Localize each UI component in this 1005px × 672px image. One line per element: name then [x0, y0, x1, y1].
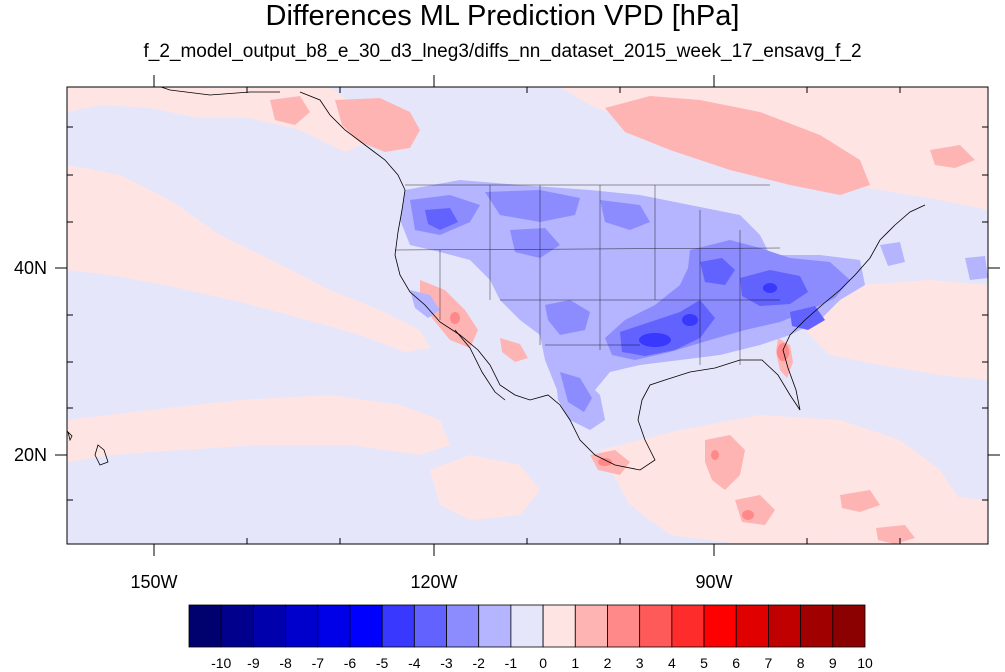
map-subtitle: f_2_model_output_b8_e_30_d3_lneg3/diffs_… — [143, 41, 862, 62]
colorbar-tick-label: -8 — [279, 655, 292, 671]
colorbar-swatch — [478, 604, 512, 648]
lon-label-120w: 120W — [410, 572, 458, 592]
state-borders — [394, 184, 781, 365]
colorbar-tick-label: 9 — [828, 655, 837, 671]
colorbar-tick-label: -2 — [472, 655, 485, 671]
colorbar-swatch — [317, 604, 351, 648]
colorbar-tick-label: 2 — [603, 655, 612, 671]
colorbar-tick-label: 0 — [539, 655, 547, 671]
coastlines — [67, 87, 926, 471]
colorbar-tick-label: -4 — [408, 655, 421, 671]
lat-label-40n: 40N — [14, 258, 48, 278]
colorbar-tick-label: 8 — [796, 655, 805, 671]
colorbar-tick-label: -6 — [343, 655, 357, 671]
colorbar-swatch — [446, 604, 480, 648]
colorbar-swatch — [252, 604, 286, 648]
colorbar-swatch — [639, 604, 673, 648]
colorbar-tick-label: -9 — [247, 655, 260, 671]
colorbar-swatch — [703, 604, 737, 648]
lon-ticks — [153, 75, 901, 556]
colorbar-tick-label: -7 — [311, 655, 325, 671]
lon-label-90w: 90W — [695, 572, 733, 592]
positive-medium-regions — [270, 96, 975, 544]
colorbar-tick-label: -3 — [440, 655, 453, 671]
colorbar-swatch — [607, 604, 641, 648]
colorbar-tick-label: 5 — [700, 655, 708, 671]
colorbar-tick-label: 3 — [635, 655, 644, 671]
colorbar-swatch — [574, 604, 608, 648]
colorbar-swatch — [542, 604, 576, 648]
colorbar-swatch — [349, 604, 383, 648]
lat-label-20n: 20N — [14, 445, 48, 465]
colorbar-swatch — [285, 604, 319, 648]
map-title: Differences ML Prediction VPD [hPa] — [265, 0, 740, 32]
colorbar-swatch — [832, 604, 866, 648]
colorbar-tick-label: 1 — [571, 655, 580, 671]
lat-ticks — [55, 126, 1000, 501]
colorbar-swatch — [735, 604, 769, 648]
colorbar-tick-label: 7 — [764, 655, 773, 671]
colorbar-tick-label: -10 — [211, 655, 232, 671]
colorbar-tick-label: 10 — [857, 655, 873, 671]
colorbar-swatch — [188, 604, 222, 648]
colorbar-tick-label: -5 — [375, 655, 389, 671]
colorbar-swatch — [381, 604, 415, 648]
colorbar — [188, 604, 866, 648]
colorbar-swatch — [220, 604, 254, 648]
colorbar-tick-label: 4 — [667, 655, 676, 671]
colorbar-swatch — [671, 604, 705, 648]
negative-core-spots — [639, 283, 777, 347]
positive-dark-spots — [450, 312, 789, 520]
colorbar-tick-label: -1 — [504, 655, 518, 671]
colorbar-swatch — [413, 604, 447, 648]
colorbar-swatch — [768, 604, 802, 648]
lon-label-150w: 150W — [130, 572, 178, 592]
colorbar-swatch — [510, 604, 544, 648]
colorbar-swatch — [800, 604, 834, 648]
colorbar-tick-label: 6 — [732, 655, 741, 671]
